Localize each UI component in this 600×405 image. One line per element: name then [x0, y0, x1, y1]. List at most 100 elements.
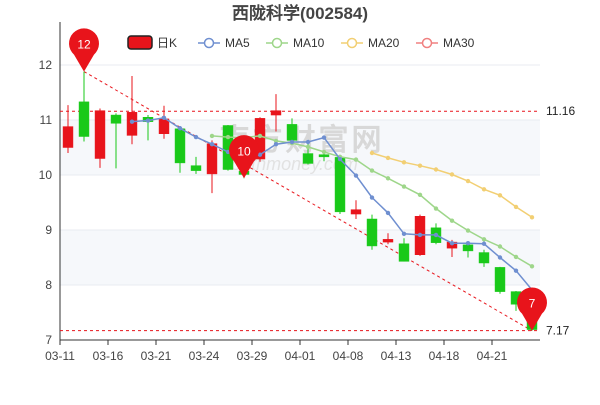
- ma20-point: [497, 193, 503, 198]
- candle-body: [190, 165, 202, 171]
- y-tick-label: 9: [45, 223, 52, 237]
- x-tick-label: 04-13: [381, 349, 412, 363]
- candle: [382, 233, 394, 245]
- candle: [206, 140, 218, 194]
- trend-line: [83, 71, 533, 332]
- candle: [334, 156, 346, 215]
- ma5-point: [321, 135, 327, 140]
- legend-swatch-dot: [346, 37, 358, 49]
- y-tick-label: 7: [45, 333, 52, 347]
- candle-body: [254, 118, 266, 160]
- ma10-point: [433, 206, 439, 211]
- candle-body: [62, 126, 74, 148]
- candle-body: [158, 118, 170, 135]
- legend-item-ma5: MA5: [198, 36, 250, 50]
- ma20-point: [449, 172, 455, 177]
- pin-marker-shape: [69, 28, 99, 72]
- candle: [398, 238, 410, 262]
- ma5-point: [401, 231, 407, 237]
- pin-marker-label: 12: [77, 38, 91, 52]
- candle-body: [398, 243, 410, 262]
- candle: [270, 94, 282, 132]
- ma10-point: [401, 184, 407, 189]
- legend: 日K MA5 MA10 MA20 MA30: [127, 35, 475, 50]
- x-tick-label: 03-11: [45, 349, 75, 363]
- candle: [494, 266, 506, 294]
- ma5-point: [337, 156, 343, 162]
- ma20-point: [465, 178, 471, 184]
- ma10-point: [449, 218, 455, 223]
- candle-body: [270, 110, 282, 116]
- ma5-point: [161, 115, 167, 121]
- ma5-point: [273, 142, 279, 147]
- candle: [158, 105, 170, 139]
- ma5-point: [513, 268, 519, 273]
- candle-body: [462, 244, 474, 252]
- ma20-point: [417, 163, 423, 168]
- candle: [62, 105, 74, 153]
- reference-line-label: 11.16: [546, 104, 575, 118]
- legend-swatch-dot: [271, 37, 283, 49]
- pin-marker: 10: [229, 135, 259, 179]
- candle-body: [334, 157, 346, 213]
- ma5-point: [193, 134, 199, 140]
- candle: [350, 200, 362, 219]
- pin-marker: 7: [516, 287, 548, 331]
- x-tick-label: 03-21: [141, 349, 172, 363]
- pin-marker-shape: [229, 135, 259, 179]
- candle-body: [302, 153, 314, 164]
- candle: [110, 113, 122, 169]
- ma10-point: [273, 138, 279, 144]
- y-tick-label: 10: [39, 168, 53, 182]
- reference-line-label: 7.17: [546, 324, 570, 338]
- candle: [78, 71, 90, 142]
- ma10-point: [481, 237, 487, 242]
- x-tick-label: 04-21: [477, 349, 508, 363]
- y-tick-label: 11: [40, 113, 53, 127]
- ma10-point: [257, 133, 263, 139]
- candle-body: [494, 267, 506, 292]
- grid-band: [60, 120, 540, 175]
- ma10-point: [353, 157, 359, 162]
- ma20-point: [385, 155, 391, 161]
- ma5-point: [289, 139, 295, 145]
- ma10-point: [209, 133, 215, 139]
- y-tick-label: 12: [39, 58, 53, 72]
- candle: [366, 214, 378, 250]
- x-tick-label: 03-16: [93, 349, 124, 363]
- pin-marker-label: 10: [237, 144, 251, 158]
- candle-body: [174, 128, 186, 164]
- candle-body: [382, 239, 394, 243]
- legend-swatch-candle: [127, 35, 153, 50]
- ma5-point: [497, 255, 503, 260]
- ma5-point: [305, 139, 311, 145]
- grid-band: [60, 230, 540, 285]
- legend-label: MA20: [368, 36, 400, 50]
- chart-title: 西陇科学(002584): [232, 3, 368, 23]
- legend-label: MA30: [443, 36, 475, 50]
- ma5-line: [131, 117, 533, 291]
- candle-body: [350, 209, 362, 215]
- ma5-point: [465, 241, 471, 246]
- pin-marker: 12: [69, 28, 99, 72]
- candle-body: [286, 124, 298, 141]
- pin-marker-label: 7: [529, 297, 536, 311]
- legend-item-ma30: MA30: [416, 36, 475, 50]
- ma5-point: [385, 210, 391, 216]
- ma5-point: [449, 241, 455, 246]
- ma5-point: [481, 241, 487, 246]
- ma10-point: [417, 192, 423, 197]
- x-tick-label: 04-08: [333, 349, 364, 363]
- candle-body: [206, 143, 218, 175]
- legend-item-ma10: MA10: [266, 36, 325, 50]
- ma10-point: [225, 134, 231, 140]
- legend-swatch-dot: [203, 37, 215, 49]
- candle-body: [318, 154, 330, 158]
- ma20-point: [513, 204, 519, 210]
- ma20-point: [529, 215, 535, 220]
- ma5-point: [129, 119, 135, 124]
- ma5-point: [209, 142, 215, 147]
- ma10-point: [369, 168, 375, 173]
